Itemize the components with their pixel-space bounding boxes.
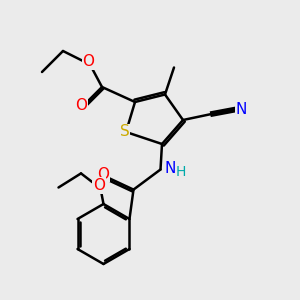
Text: N: N xyxy=(236,102,247,117)
Text: O: O xyxy=(82,54,94,69)
Text: O: O xyxy=(98,167,110,182)
Text: O: O xyxy=(75,98,87,112)
Text: S: S xyxy=(120,124,129,140)
Text: N: N xyxy=(164,160,176,175)
Text: O: O xyxy=(93,178,105,193)
Text: H: H xyxy=(176,165,187,178)
